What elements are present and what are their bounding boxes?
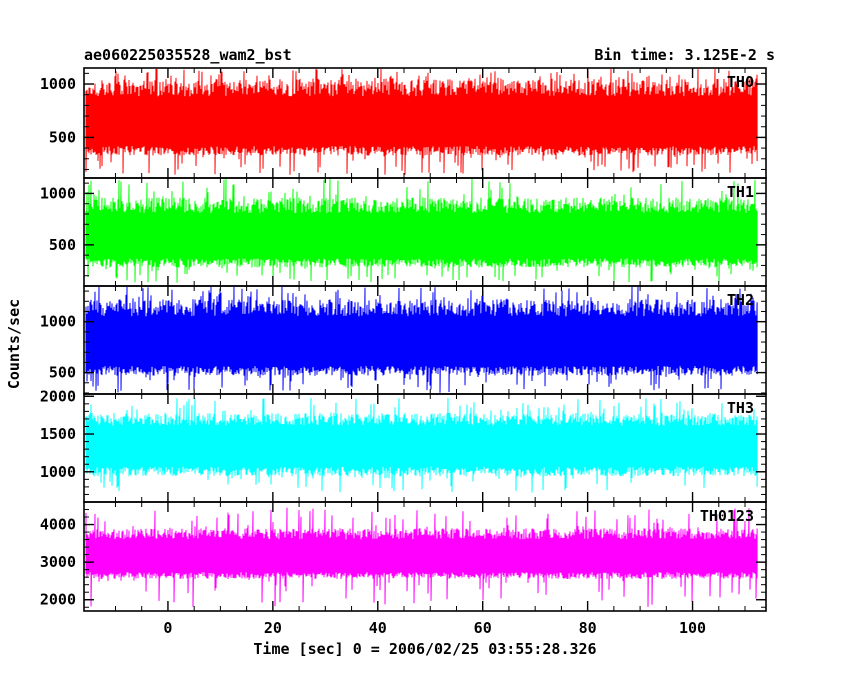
y-tick-label: 2000	[40, 387, 76, 405]
y-tick-label: 500	[49, 128, 76, 146]
y-tick-label: 500	[49, 364, 76, 382]
x-axis-title: Time [sec] 0 = 2006/02/25 03:55:28.326	[253, 640, 596, 658]
y-axis-title: Counts/sec	[5, 299, 23, 389]
y-tick-label: 1000	[40, 463, 76, 481]
series-trace-th0123	[85, 507, 758, 607]
series-trace-th1	[85, 178, 758, 283]
x-tick-label: 40	[369, 619, 387, 637]
x-tick-label: 100	[679, 619, 706, 637]
x-tick-label: 0	[163, 619, 172, 637]
bin-time-label: Bin time: 3.125E-2 s	[594, 46, 775, 64]
frame-layer	[83, 67, 767, 612]
y-tick-label: 1000	[40, 313, 76, 331]
series-trace-th2	[85, 286, 758, 393]
y-tick-label: 2000	[40, 591, 76, 609]
x-tick-label: 20	[264, 619, 282, 637]
panel-frame-th0123	[83, 501, 767, 612]
y-tick-label: 4000	[40, 516, 76, 534]
panel-label-th0123: TH0123	[700, 507, 754, 525]
x-tick-label: 80	[579, 619, 597, 637]
x-tick-label: 60	[474, 619, 492, 637]
panel-label-th3: TH3	[727, 399, 754, 417]
chart-title: ae060225035528_wam2_bst	[84, 46, 292, 64]
y-tick-label: 1000	[40, 75, 76, 93]
signal-layer	[85, 68, 758, 607]
y-tick-label: 1000	[40, 184, 76, 202]
y-tick-label: 3000	[40, 553, 76, 571]
panel-label-th0: TH0	[727, 73, 754, 91]
panel-label-th2: TH2	[727, 291, 754, 309]
series-trace-th3	[85, 397, 758, 493]
panel-label-th1: TH1	[727, 183, 754, 201]
series-trace-th0	[85, 68, 758, 175]
y-tick-label: 1500	[40, 425, 76, 443]
y-tick-label: 500	[49, 236, 76, 254]
